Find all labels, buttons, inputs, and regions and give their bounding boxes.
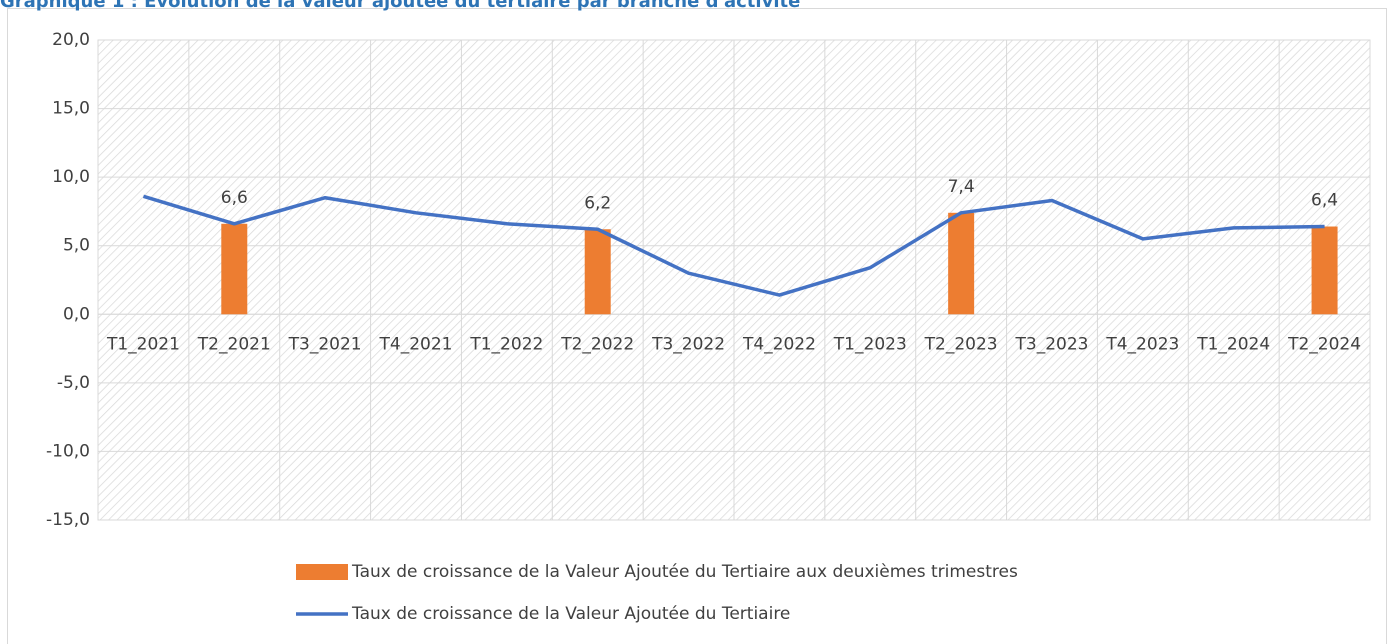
- legend-swatch: [296, 564, 348, 580]
- x-tick-label: T4_2021: [379, 334, 453, 354]
- legend-label: Taux de croissance de la Valeur Ajoutée …: [351, 562, 1018, 582]
- x-tick-label: T1_2021: [106, 334, 180, 354]
- x-tick-label: T3_2021: [288, 334, 362, 354]
- bar: [948, 212, 975, 315]
- x-tick-label: T2_2024: [1287, 334, 1361, 354]
- bar: [584, 229, 611, 315]
- x-tick-label: T2_2023: [924, 334, 998, 354]
- bar: [1311, 226, 1338, 315]
- x-tick-label: T2_2021: [197, 334, 271, 354]
- legend-label: Taux de croissance de la Valeur Ajoutée …: [351, 604, 790, 624]
- x-tick-label: T1_2024: [1196, 334, 1270, 354]
- y-tick-label: 10,0: [52, 167, 90, 187]
- data-label: 6,2: [584, 193, 611, 213]
- x-tick-label: T3_2022: [651, 334, 725, 354]
- x-tick-label: T4_2023: [1105, 334, 1179, 354]
- x-tick-label: T4_2022: [742, 334, 816, 354]
- y-tick-label: -10,0: [46, 441, 90, 461]
- y-tick-label: 0,0: [63, 304, 90, 324]
- y-tick-label: 5,0: [63, 236, 90, 256]
- x-tick-label: T2_2022: [560, 334, 634, 354]
- y-tick-label: 20,0: [52, 30, 90, 50]
- data-label: 6,4: [1311, 191, 1338, 211]
- x-tick-label: T3_2023: [1015, 334, 1089, 354]
- y-tick-label: 15,0: [52, 99, 90, 119]
- data-label: 6,6: [221, 188, 248, 208]
- x-tick-label: T1_2023: [833, 334, 907, 354]
- line: [142, 194, 1325, 297]
- y-tick-label: -5,0: [57, 373, 90, 393]
- data-label: 7,4: [948, 177, 975, 197]
- x-tick-label: T1_2022: [469, 334, 543, 354]
- chart-title: Graphique 1 : Evolution de la valeur ajo…: [0, 0, 800, 12]
- bar: [221, 223, 248, 315]
- y-tick-label: -15,0: [46, 510, 90, 530]
